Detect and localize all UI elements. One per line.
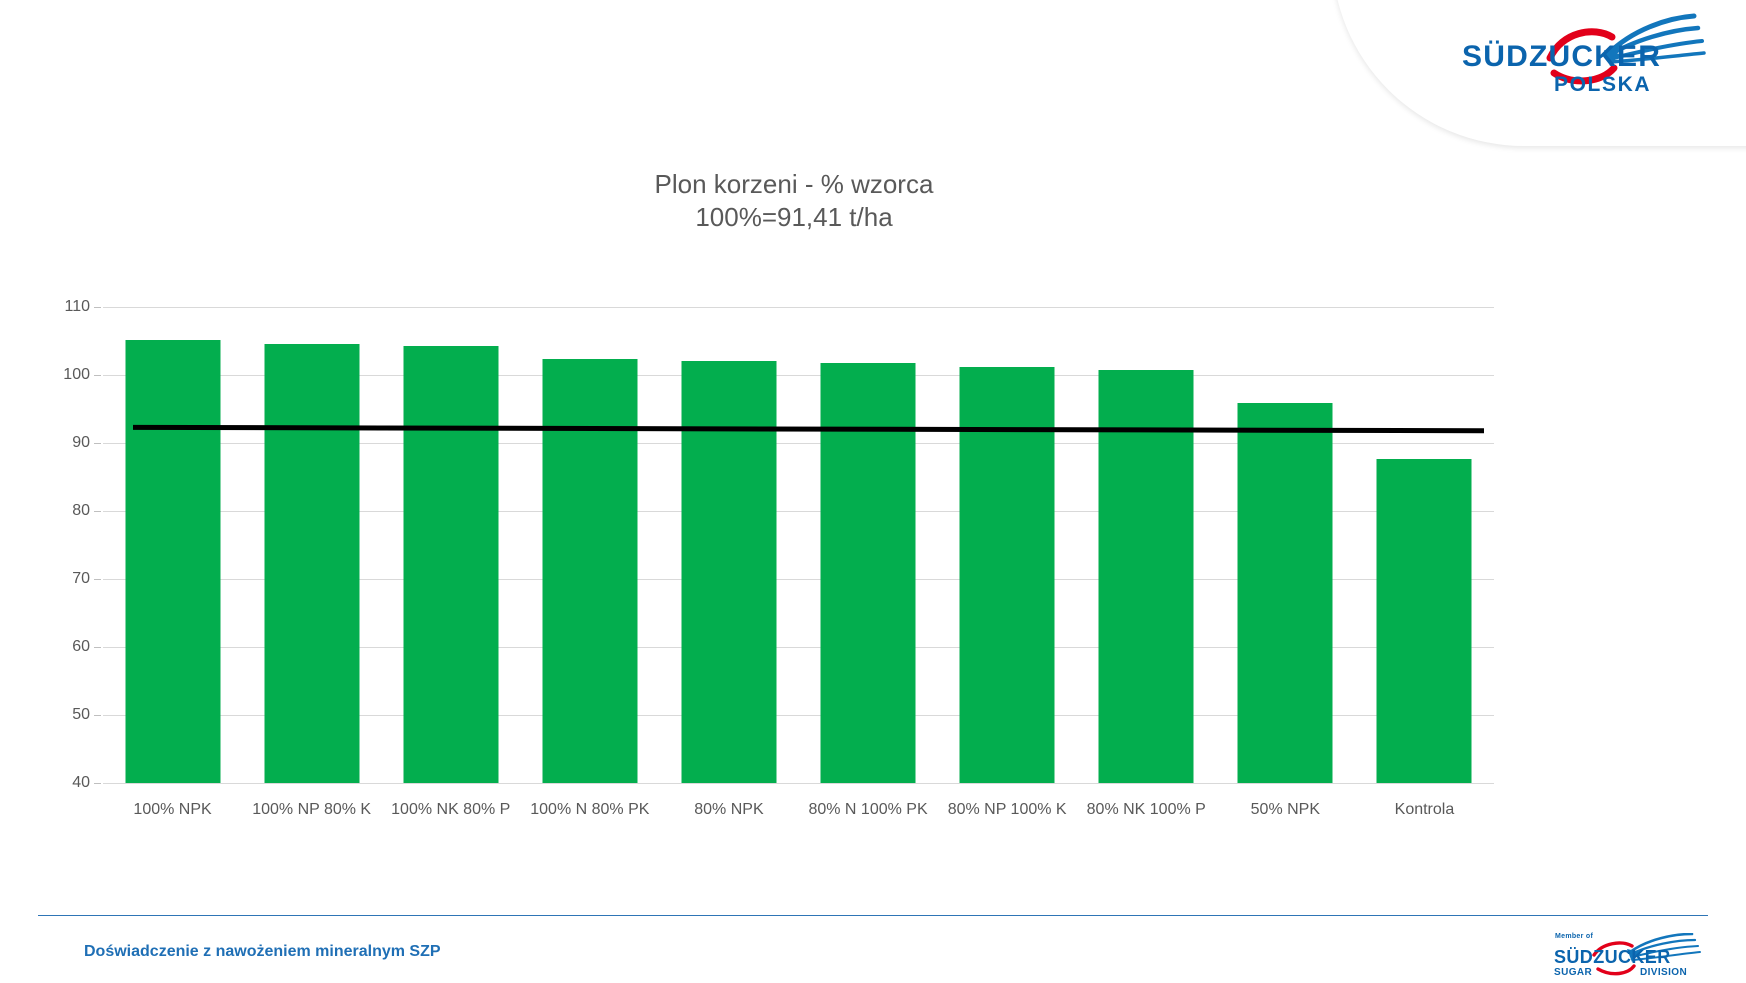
footer-swoosh-icon [1592,933,1701,976]
bar[interactable] [681,361,777,783]
y-axis-tick-label: 40 [72,774,90,791]
x-axis-category-label: 80% NP 100% K [947,801,1067,818]
y-axis-tick-label: 50 [72,706,90,723]
chart-title-line1: Plon korzeni - % wzorca [654,169,934,199]
bar[interactable] [542,359,638,783]
y-axis-tick-label: 110 [64,298,90,315]
footer-sudzucker-logo: Member of SÜDZUCKER SUGAR DIVISION [1532,933,1712,983]
y-axis-tick-label: 70 [72,570,90,587]
bar-series: 100% NPK 100% NP 80% K 100% NK 80% P 100% N… [103,307,1494,818]
x-axis-category-label: Kontrola [1394,801,1455,818]
chart-title-line2: 100%=91,41 t/ha [695,202,893,232]
footer-divider [38,915,1708,916]
gridline [103,715,1494,716]
y-axis-tick-label: 80 [72,502,90,519]
logo-wordmark: SÜDZUCKER [1462,40,1662,73]
chart-title: Plon korzeni - % wzorca 100%=91,41 t/ha [0,168,1588,234]
bar-group: 100% N 80% PK [520,307,659,818]
bar-group: 100% NP 80% K [242,307,381,818]
y-axis-tick-mark [94,647,101,648]
y-axis-tick-label: 60 [72,638,90,655]
plot-region: 100% NPK 100% NP 80% K 100% NK 80% P 100% N… [103,307,1494,818]
bar-group: 100% NPK [103,307,242,818]
gridline [103,783,1494,784]
bar-group: 100% NK 80% P [381,307,520,818]
footer-logo-wordmark: SÜDZUCKER [1554,947,1671,967]
bar-group: 50% NPK [1216,307,1355,818]
bar[interactable] [820,362,916,783]
gridline [103,511,1494,512]
y-axis: 110 100 90 80 70 60 50 40 [40,298,101,791]
gridline [103,647,1494,648]
x-axis-category-label: 80% NPK [694,801,764,818]
y-axis-tick-mark [94,783,101,784]
x-axis-category-label: 100% NK 80% P [391,801,511,818]
x-axis-category-label: 80% N 100% PK [808,801,928,818]
footer-logo-member: Member of [1555,933,1594,940]
bar[interactable] [1098,369,1194,783]
gridline [103,375,1494,376]
x-axis-category-label: 100% N 80% PK [530,801,650,818]
gridline [103,579,1494,580]
x-axis-category-label: 80% NK 100% P [1086,801,1206,818]
footer-caption: Doświadczenie z nawożeniem mineralnym SZ… [84,943,441,960]
bar-group: 80% N 100% PK [799,307,938,818]
bar-group: 80% NPK [659,307,798,818]
footer-logo-division: DIVISION [1640,967,1688,978]
x-axis-category-label: 100% NPK [133,801,212,818]
sudzucker-swoosh-icon [1546,13,1706,85]
bar[interactable] [1376,459,1472,783]
sudzucker-polska-logo: SÜDZUCKER POLSKA [1462,10,1712,110]
y-axis-tick-mark [94,307,101,308]
bar-group: Kontrola [1355,307,1494,818]
bar-group: 80% NK 100% P [1077,307,1216,818]
bar[interactable] [125,339,221,783]
gridline [103,307,1494,308]
y-axis-tick-label: 90 [72,434,90,451]
y-axis-tick-label: 100 [63,366,90,383]
x-axis-category-label: 50% NPK [1250,801,1321,818]
bar[interactable] [1237,402,1333,783]
bar[interactable] [264,344,360,783]
header-logo-card: SÜDZUCKER POLSKA [1332,0,1746,146]
bar[interactable] [959,366,1055,783]
y-axis-tick-mark [94,375,101,376]
logo-subtitle: POLSKA [1554,73,1652,96]
bar[interactable] [403,345,499,783]
bar-group: 80% NP 100% K [938,307,1077,818]
footer-logo-sugar: SUGAR [1554,967,1593,978]
y-axis-tick-mark [94,715,101,716]
y-axis-tick-mark [94,511,101,512]
x-axis-category-label: 100% NP 80% K [252,801,372,818]
y-axis-tick-mark [94,443,101,444]
y-axis-tick-mark [94,579,101,580]
gridline [103,443,1494,444]
